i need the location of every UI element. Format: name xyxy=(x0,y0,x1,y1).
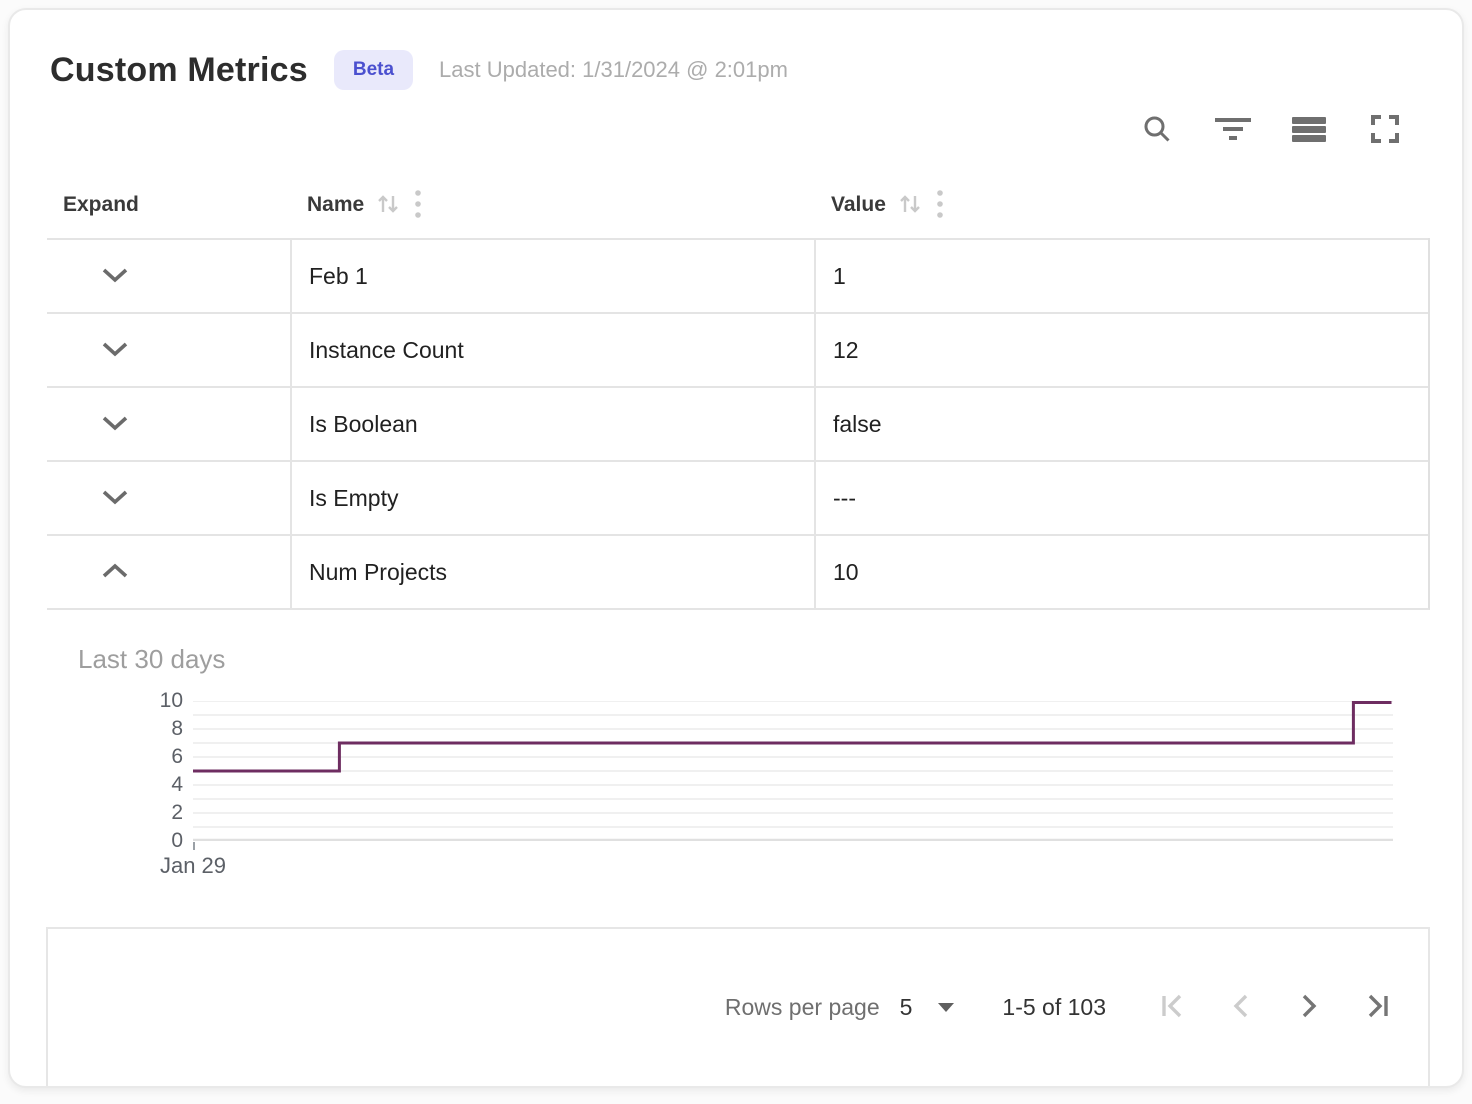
pagination-range-label: 1-5 of 103 xyxy=(1002,994,1106,1020)
column-header-name[interactable]: Name xyxy=(290,188,814,223)
table-row: Is Empty --- xyxy=(47,460,1428,534)
search-button[interactable] xyxy=(1140,112,1174,146)
y-axis-tick-label: 10 xyxy=(159,689,183,712)
sort-arrows-icon xyxy=(376,193,400,218)
expand-row-button[interactable] xyxy=(93,402,137,446)
table-row: Feb 1 1 xyxy=(47,238,1428,312)
metric-value-cell: 12 xyxy=(814,314,1428,386)
rows-per-page-value: 5 xyxy=(899,994,913,1020)
beta-badge: Beta xyxy=(333,50,414,90)
name-column-menu-button[interactable] xyxy=(414,188,422,223)
last-updated-text: Last Updated: 1/31/2024 @ 2:01pm xyxy=(439,57,788,82)
y-axis-labels: 0 2 4 6 8 10 xyxy=(78,689,193,852)
row-detail-panel: Last 30 days 0 2 4 6 8 10 Jan 29 xyxy=(47,610,1430,927)
kebab-menu-icon xyxy=(936,188,944,223)
metric-name-cell: Is Empty xyxy=(290,462,814,534)
metrics-table: Expand Name xyxy=(47,146,1430,927)
y-axis-tick-label: 6 xyxy=(171,745,183,768)
sort-arrows-icon xyxy=(898,193,922,218)
card-header: Custom Metrics Beta Last Updated: 1/31/2… xyxy=(10,10,1462,90)
filter-button[interactable] xyxy=(1213,112,1253,146)
metric-name-cell: Num Projects xyxy=(290,536,814,608)
table-footer: Rows per page 5 1-5 of 103 xyxy=(46,927,1430,1086)
caret-down-icon xyxy=(938,1003,955,1012)
search-icon xyxy=(1142,114,1172,144)
metric-value-cell: false xyxy=(814,388,1428,460)
column-header-value-label: Value xyxy=(831,193,886,216)
table-row: Instance Count 12 xyxy=(47,312,1428,386)
column-header-name-label: Name xyxy=(307,193,365,216)
expand-row-button[interactable] xyxy=(93,476,137,520)
kebab-menu-icon xyxy=(414,188,422,223)
metric-chart-plot xyxy=(193,701,1393,850)
page-title: Custom Metrics xyxy=(50,50,308,89)
x-axis-tick-label: Jan 29 xyxy=(159,853,227,878)
previous-page-button[interactable] xyxy=(1226,993,1256,1023)
collapse-row-button[interactable] xyxy=(93,550,137,594)
chevron-left-icon xyxy=(1232,992,1250,1023)
x-axis-labels: Jan 29 xyxy=(160,853,1393,883)
table-header-row: Expand Name xyxy=(47,172,1430,238)
metric-name-cell: Feb 1 xyxy=(290,240,814,312)
first-page-button[interactable] xyxy=(1158,993,1188,1023)
fullscreen-icon xyxy=(1369,113,1401,145)
expand-row-button[interactable] xyxy=(93,328,137,372)
y-axis-tick-label: 2 xyxy=(171,801,183,824)
metric-name-cell: Instance Count xyxy=(290,314,814,386)
filter-icon xyxy=(1213,115,1253,143)
y-axis-tick-label: 4 xyxy=(171,773,183,796)
column-header-expand: Expand xyxy=(47,193,290,217)
chart-title: Last 30 days xyxy=(78,644,226,674)
table-row: Is Boolean false xyxy=(47,386,1428,460)
fullscreen-button[interactable] xyxy=(1368,112,1402,146)
rows-per-page-select[interactable]: 5 xyxy=(900,994,955,1021)
x-axis-tick-mark xyxy=(193,842,195,850)
metric-value-cell: 10 xyxy=(814,536,1428,608)
metric-chart: 0 2 4 6 8 10 xyxy=(78,689,1430,852)
metric-name-cell: Is Boolean xyxy=(290,388,814,460)
next-page-button[interactable] xyxy=(1294,993,1324,1023)
y-axis-tick-label: 0 xyxy=(171,829,183,852)
chevron-down-icon xyxy=(102,267,128,286)
chevron-up-icon xyxy=(102,563,128,582)
y-axis-tick-label: 8 xyxy=(171,717,183,740)
last-page-icon xyxy=(1364,992,1390,1023)
density-button[interactable] xyxy=(1292,112,1326,146)
chevron-down-icon xyxy=(102,489,128,508)
chevron-down-icon xyxy=(102,341,128,360)
chevron-down-icon xyxy=(102,415,128,434)
density-icon xyxy=(1291,115,1327,143)
value-column-menu-button[interactable] xyxy=(936,188,944,223)
first-page-icon xyxy=(1160,992,1186,1023)
table-body: Feb 1 1 Instance Count 12 xyxy=(47,238,1430,610)
column-header-value[interactable]: Value xyxy=(814,188,1430,223)
column-header-expand-label: Expand xyxy=(63,193,139,216)
rows-per-page-label: Rows per page xyxy=(724,994,880,1020)
last-page-button[interactable] xyxy=(1362,993,1392,1023)
metric-value-cell: --- xyxy=(814,462,1428,534)
pagination-controls xyxy=(1158,993,1392,1023)
expand-row-button[interactable] xyxy=(93,254,137,298)
sort-value-button[interactable] xyxy=(898,193,922,218)
custom-metrics-card: Custom Metrics Beta Last Updated: 1/31/2… xyxy=(8,8,1464,1088)
metric-value-cell: 1 xyxy=(814,240,1428,312)
chevron-right-icon xyxy=(1300,992,1318,1023)
sort-name-button[interactable] xyxy=(376,193,400,218)
table-toolbar xyxy=(10,112,1462,146)
table-row-expanded: Num Projects 10 xyxy=(47,534,1428,608)
